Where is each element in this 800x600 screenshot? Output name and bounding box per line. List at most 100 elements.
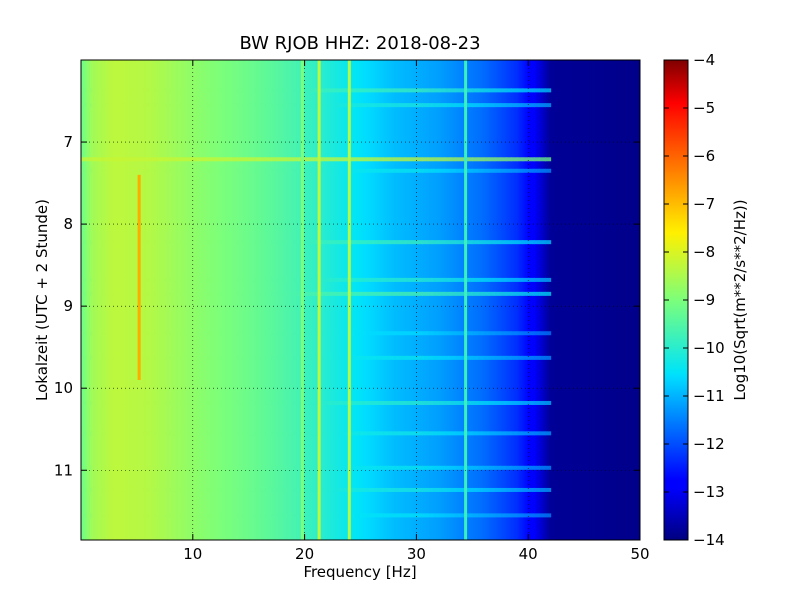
noise-band-segment	[153, 168, 160, 173]
noise-band-segment	[326, 157, 334, 162]
noise-band-segment	[449, 103, 457, 108]
noise-band-segment	[421, 88, 429, 93]
spectrum-column	[129, 60, 131, 540]
spectrum-column	[219, 60, 222, 540]
noise-band-segment	[388, 88, 395, 93]
spectrum-column	[367, 60, 369, 540]
noise-band-segment	[103, 157, 110, 162]
x-tick-label: 10	[183, 545, 202, 563]
spectrum-column	[167, 60, 169, 540]
noise-band-segment	[505, 331, 513, 336]
spectrum-column	[373, 60, 376, 540]
spectrum-column	[542, 60, 545, 540]
noise-band-segment	[338, 240, 345, 245]
noise-band-segment	[181, 88, 188, 93]
spectrum-column	[293, 60, 296, 540]
noise-band-segment	[164, 168, 172, 173]
spectrum-column	[266, 60, 269, 540]
spectrum-column	[383, 60, 386, 540]
noise-band-segment	[103, 88, 110, 93]
spectrum-column	[613, 60, 615, 540]
noise-band-segment	[511, 513, 518, 518]
colorbar-axis: −4−5−6−7−8−9−10−11−12−13−14	[664, 51, 725, 549]
noise-band-segment	[444, 277, 451, 282]
noise-band-segment	[444, 103, 451, 108]
spectrum-column	[326, 60, 329, 540]
noise-band-segment	[108, 431, 116, 436]
noise-band-segment	[321, 331, 328, 336]
spectrum-column	[296, 60, 299, 540]
noise-band-segment	[243, 513, 250, 518]
noise-band-segment	[366, 487, 373, 492]
spectrum-column	[493, 60, 496, 540]
spectrum-column	[338, 60, 340, 540]
noise-band-segment	[220, 168, 227, 173]
noise-band-segment	[181, 400, 188, 405]
colorbar-tick-label: −10	[693, 339, 725, 357]
noise-band-segment	[500, 431, 507, 436]
noise-band-segment	[421, 168, 429, 173]
noise-band-segment	[148, 331, 155, 336]
noise-band-segment	[97, 487, 104, 492]
noise-band-segment	[489, 291, 496, 296]
noise-band-segment	[444, 157, 451, 162]
spectrum-column	[88, 60, 91, 540]
noise-band-segment	[421, 487, 429, 492]
noise-band-segment	[203, 331, 211, 336]
spectrum-column	[466, 60, 469, 540]
noise-band-segment	[438, 157, 445, 162]
noise-band-segment	[511, 291, 518, 296]
spectrum-column	[437, 60, 440, 540]
noise-band-segment	[187, 431, 194, 436]
noise-band-segment	[354, 513, 362, 518]
spectrum-column	[290, 60, 292, 540]
noise-band-segment	[528, 465, 535, 470]
noise-band-segment	[477, 291, 485, 296]
noise-band-segment	[517, 513, 524, 518]
noise-band-segment	[338, 513, 345, 518]
x-axis: 10 20 30 40 50	[183, 60, 650, 563]
spectrum-column	[578, 60, 581, 540]
noise-band-segment	[198, 331, 205, 336]
spectrum-column	[141, 60, 144, 540]
noise-band-segment	[287, 331, 295, 336]
noise-band-segment	[271, 465, 278, 470]
noise-band-segment	[321, 157, 328, 162]
spectrum-column	[252, 60, 254, 540]
noise-band-segment	[371, 431, 378, 436]
noise-band-segment	[265, 355, 272, 360]
noise-band-segment	[489, 431, 496, 436]
noise-band-segment	[120, 291, 127, 296]
spectrum-column	[140, 60, 142, 540]
spectrum-column	[238, 60, 241, 540]
noise-band-segment	[181, 157, 188, 162]
noise-band-segment	[198, 157, 205, 162]
spectrum-column	[101, 60, 103, 540]
spectrum-column	[482, 60, 485, 540]
noise-band-segment	[92, 331, 99, 336]
noise-band-segment	[371, 331, 378, 336]
noise-band-segment	[416, 400, 423, 405]
spectrum-column	[254, 60, 257, 540]
noise-band-segment	[449, 331, 457, 336]
noise-band-segment	[97, 168, 104, 173]
spectrum-column	[612, 60, 614, 540]
noise-band-segment	[220, 88, 227, 93]
noise-band-segment	[371, 277, 378, 282]
noise-band-segment	[349, 431, 356, 436]
noise-band-segment	[170, 431, 177, 436]
noise-band-segment	[399, 103, 406, 108]
spectrum-column	[445, 60, 448, 540]
noise-band-segment	[231, 157, 239, 162]
spectrum-column	[321, 60, 324, 540]
spectrum-column	[216, 60, 218, 540]
noise-band-segment	[97, 291, 104, 296]
noise-band-segment	[248, 513, 255, 518]
noise-band-segment	[265, 431, 272, 436]
noise-band-segment	[187, 88, 194, 93]
noise-band-segment	[159, 400, 166, 405]
noise-band-segment	[293, 168, 300, 173]
spectrum-column	[177, 60, 179, 540]
noise-band-segment	[187, 513, 194, 518]
noise-band-segment	[511, 157, 518, 162]
